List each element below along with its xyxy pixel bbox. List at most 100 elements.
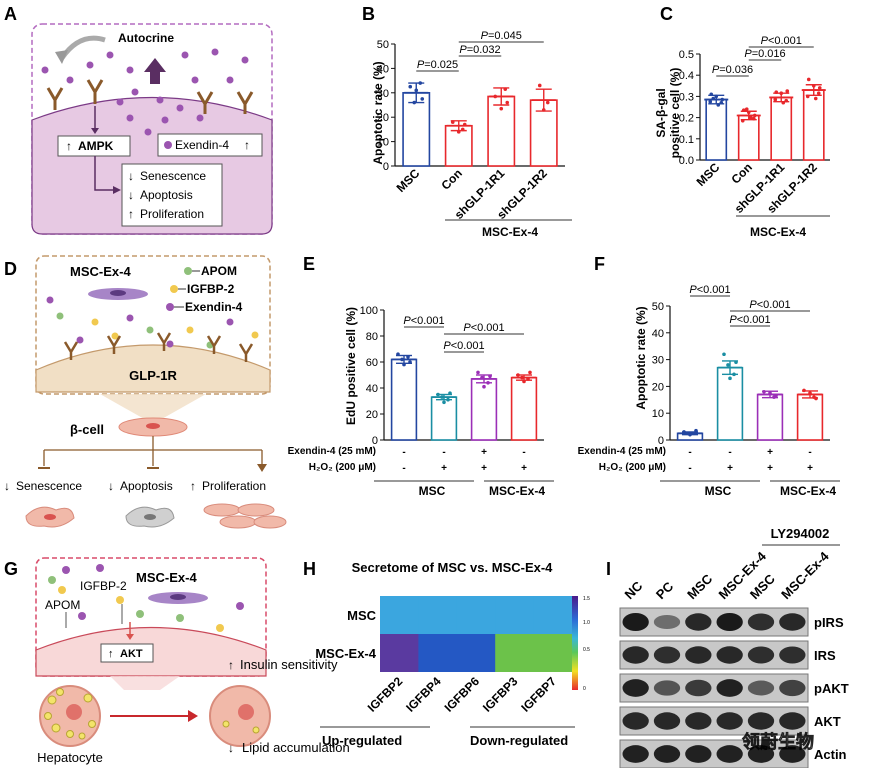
c-point <box>741 108 746 112</box>
i-band <box>747 613 775 631</box>
e-pvalue-label: P<0.001 <box>403 315 444 327</box>
h-up-label: Up-regulated <box>322 733 402 748</box>
i-band <box>716 646 743 664</box>
h-scale-0: 1.5 <box>583 596 590 602</box>
h-column-label: IGFBP4 <box>403 674 444 715</box>
f-point <box>802 388 806 393</box>
f-point <box>768 391 772 395</box>
c-point <box>784 98 789 103</box>
i-lane-label: MSC <box>684 571 715 602</box>
c-bar <box>705 98 728 161</box>
h-row-label: MSC <box>347 608 377 623</box>
b-point <box>499 106 504 111</box>
b-ytick-label: 30 <box>377 88 389 100</box>
e-point <box>488 374 492 379</box>
c-point <box>752 113 757 118</box>
d-outcome-proliferation: Proliferation <box>202 479 266 493</box>
c-point <box>773 97 778 102</box>
c-point <box>720 97 725 102</box>
i-band <box>747 745 775 763</box>
svg-text:↓: ↓ <box>4 479 10 493</box>
i-band <box>779 745 806 763</box>
e-point <box>482 384 486 389</box>
e-treatment-mark: - <box>442 447 445 458</box>
c-point <box>774 90 779 94</box>
c-point <box>751 116 756 121</box>
b-point <box>505 100 510 105</box>
c-bar <box>802 89 825 161</box>
f-treatment-mark: + <box>727 463 733 474</box>
i-lane-label: NC <box>622 578 646 602</box>
panel-e-letter: E <box>303 254 315 274</box>
f-point <box>732 372 736 377</box>
h-scale-2: 0.5 <box>583 647 590 653</box>
svg-text:↑: ↑ <box>66 139 72 153</box>
panel-f-chart: 0 10 20 30 40 50 P<0.001 P<0.001 P<0.001 - - + - - + + + <box>652 284 840 482</box>
f-point <box>682 430 686 434</box>
i-band <box>685 613 712 631</box>
f-point <box>692 431 696 436</box>
d-legend-igfbp2: IGFBP-2 <box>187 282 235 296</box>
i-band <box>685 646 712 664</box>
panel-c-group: MSC-Ex-4 <box>750 225 806 239</box>
h-heatmap: MSC MSC-Ex-4 IGFBP2IGFBP4IGFBP6IGFBP3IGFBP… <box>315 596 573 715</box>
c-point <box>781 100 786 105</box>
b-point <box>408 84 413 89</box>
f-ytick-label: 40 <box>652 328 664 340</box>
e-point <box>446 397 450 402</box>
b-point <box>537 83 542 88</box>
c-point <box>711 96 716 101</box>
e-point <box>402 362 406 367</box>
e-point <box>408 360 412 364</box>
i-band <box>685 712 712 730</box>
b-ytick-label: 20 <box>377 112 389 124</box>
d-receptor-label: GLP-1R <box>129 368 177 383</box>
c-point <box>719 100 724 105</box>
panel-e-chart: 0 20 40 60 80 100 P<0.001 P<0.001 P<0.001 - - + - - + +… <box>360 305 554 482</box>
c-point <box>811 84 816 88</box>
b-point <box>414 88 419 93</box>
panel-f-group1: MSC <box>705 484 732 498</box>
c-ytick-label: 0.5 <box>679 49 694 61</box>
c-pvalue-label: P<0.001 <box>761 35 802 47</box>
h-column-label: IGFBP6 <box>442 674 483 715</box>
i-blot-strip <box>619 607 809 637</box>
ampk-label: AMPK <box>78 139 114 153</box>
f-treatment-mark: - <box>688 447 691 458</box>
panel-f-group2: MSC-Ex-4 <box>780 484 836 498</box>
h-column-label: IGFBP3 <box>480 674 521 715</box>
panel-f-ylabel: Apoptotic rate (%) <box>634 306 648 409</box>
c-point <box>709 92 714 97</box>
e-point <box>436 392 440 397</box>
i-band <box>622 613 649 631</box>
e-pvalue-label: P<0.001 <box>443 340 484 352</box>
outcome-apoptosis: Apoptosis <box>140 188 193 202</box>
outcome-proliferation: Proliferation <box>140 207 204 221</box>
i-band <box>779 646 806 664</box>
panel-c-ylabel-1: SA-β-gal <box>654 88 668 137</box>
e-ytick-label: 20 <box>366 409 378 421</box>
f-treatment-mark: + <box>807 463 813 474</box>
g-lipid-label: Lipid accumulation <box>242 740 350 755</box>
g-igfbp-label: IGFBP-2 <box>80 579 127 593</box>
i-band <box>685 745 712 763</box>
i-band-label: pAKT <box>814 681 849 696</box>
f-pvalue-label: P<0.001 <box>749 299 790 311</box>
h-scale-1: 1.0 <box>583 620 590 626</box>
b-point <box>545 100 550 105</box>
i-band-label: AKT <box>814 714 841 729</box>
b-point <box>420 97 425 101</box>
i-band <box>653 712 681 730</box>
panel-d: D MSC-Ex-4 APOM IGFBP-2 Exendin-4 GLP-1R… <box>4 255 287 529</box>
f-ytick-label: 50 <box>652 301 664 313</box>
panel-b-letter: B <box>362 4 375 24</box>
panel-e-ylabel: EdU positive cell (%) <box>344 307 358 425</box>
i-band-label: Actin <box>814 747 847 762</box>
c-point <box>708 99 713 104</box>
f-point <box>686 431 690 436</box>
i-band <box>716 745 743 763</box>
b-point <box>418 81 423 85</box>
h-cell <box>533 596 573 634</box>
e-pvalue-label: P<0.001 <box>463 322 504 334</box>
